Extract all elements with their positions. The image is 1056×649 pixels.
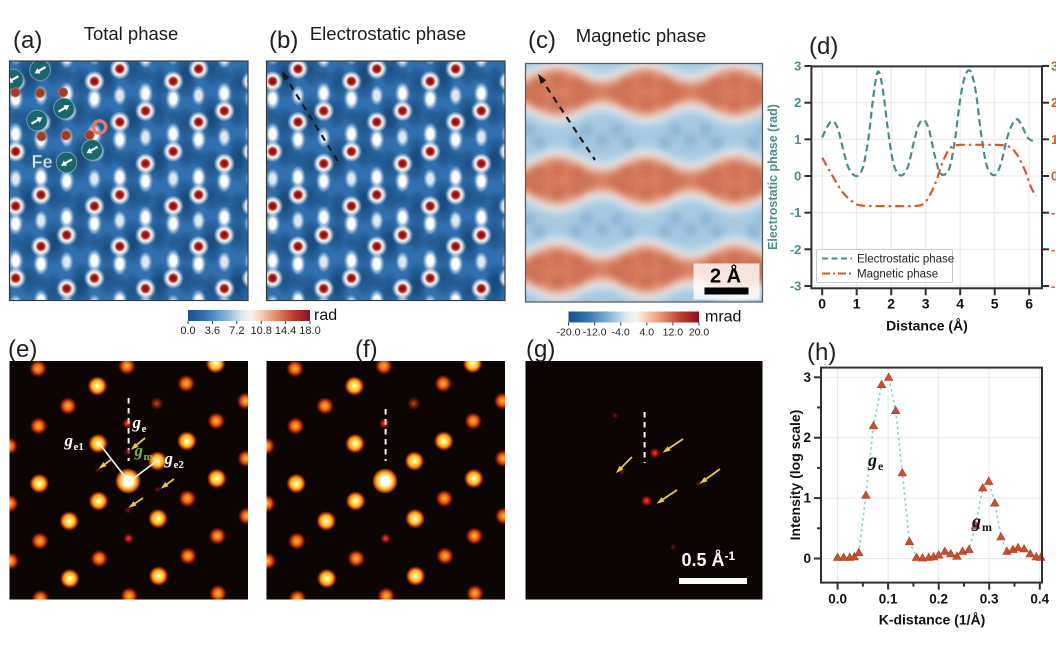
svg-text:3.6: 3.6 (205, 325, 220, 337)
svg-text:-1: -1 (1051, 205, 1056, 220)
svg-text:g: g (867, 450, 877, 470)
svg-text:-1: -1 (790, 205, 802, 220)
svg-text:m: m (982, 520, 992, 534)
svg-text:0.0: 0.0 (180, 325, 195, 337)
svg-text:0.5 Å-1: 0.5 Å-1 (682, 549, 736, 570)
svg-text:-12.0: -12.0 (583, 327, 607, 339)
svg-text:Electrostatic phase: Electrostatic phase (310, 23, 466, 44)
svg-text:3: 3 (922, 295, 930, 311)
svg-text:12.0: 12.0 (663, 327, 684, 339)
svg-text:K-distance (1/Å): K-distance (1/Å) (879, 612, 986, 628)
svg-text:18.0: 18.0 (299, 325, 320, 337)
svg-text:g: g (971, 511, 981, 531)
svg-text:7.2: 7.2 (229, 325, 244, 337)
svg-text:g: g (134, 441, 144, 460)
svg-text:0.1: 0.1 (879, 592, 898, 607)
svg-text:Electrostatic phase: Electrostatic phase (857, 254, 954, 266)
svg-text:rad: rad (314, 307, 337, 324)
svg-text:6: 6 (1025, 295, 1033, 311)
svg-text:(h): (h) (807, 339, 836, 366)
svg-text:e: e (878, 459, 884, 473)
svg-text:1: 1 (1051, 132, 1056, 147)
svg-text:Magnetic phase: Magnetic phase (576, 25, 707, 46)
svg-text:-2: -2 (1051, 242, 1056, 257)
svg-text:-20.0: -20.0 (557, 327, 581, 339)
svg-text:0.2: 0.2 (929, 592, 948, 607)
svg-text:Distance (Å): Distance (Å) (886, 317, 968, 333)
svg-text:Total phase: Total phase (84, 23, 179, 44)
svg-text:14.4: 14.4 (275, 325, 296, 337)
svg-text:e2: e2 (174, 459, 185, 471)
svg-text:0: 0 (818, 295, 826, 311)
svg-text:Magnetic phase: Magnetic phase (857, 269, 938, 281)
svg-text:(g): (g) (526, 336, 555, 363)
svg-text:(b): (b) (269, 27, 298, 54)
svg-text:-4.0: -4.0 (612, 327, 630, 339)
svg-text:(a): (a) (13, 27, 42, 54)
svg-text:e1: e1 (74, 441, 84, 453)
svg-text:20.0: 20.0 (689, 327, 710, 339)
svg-text:5: 5 (991, 295, 999, 311)
svg-text:g: g (132, 413, 142, 432)
svg-text:-3: -3 (790, 279, 802, 294)
svg-text:0.3: 0.3 (980, 592, 999, 607)
svg-text:g: g (64, 431, 74, 450)
svg-text:2 Å: 2 Å (710, 264, 741, 288)
svg-text:m: m (144, 451, 153, 463)
svg-text:g: g (164, 449, 174, 468)
svg-text:0.4: 0.4 (1030, 592, 1049, 607)
svg-text:0.0: 0.0 (828, 592, 847, 607)
svg-text:1: 1 (794, 132, 801, 147)
svg-text:(c): (c) (528, 27, 556, 54)
svg-text:-3: -3 (1051, 279, 1056, 294)
svg-text:2: 2 (887, 295, 895, 311)
svg-text:mrad: mrad (705, 309, 741, 326)
svg-text:Intensity (log scale): Intensity (log scale) (787, 410, 803, 541)
svg-text:e: e (142, 423, 147, 435)
svg-text:Electrostatic phase (rad): Electrostatic phase (rad) (766, 104, 780, 250)
svg-text:(f): (f) (355, 336, 378, 363)
svg-text:3: 3 (794, 59, 801, 74)
svg-text:2: 2 (803, 430, 811, 445)
svg-text:1: 1 (853, 295, 861, 311)
svg-text:(e): (e) (8, 336, 37, 363)
svg-text:(d): (d) (809, 33, 838, 60)
svg-text:2: 2 (794, 95, 801, 110)
svg-text:0: 0 (1051, 169, 1056, 184)
svg-text:4: 4 (956, 295, 964, 311)
svg-text:2: 2 (1051, 95, 1056, 110)
svg-text:3: 3 (803, 370, 811, 385)
svg-text:3: 3 (1051, 59, 1056, 74)
svg-text:1: 1 (803, 491, 811, 506)
svg-text:0: 0 (803, 551, 811, 566)
svg-text:Fe: Fe (32, 152, 53, 172)
svg-text:10.8: 10.8 (250, 325, 271, 337)
svg-text:-2: -2 (790, 242, 802, 257)
svg-text:4.0: 4.0 (639, 327, 654, 339)
svg-text:0: 0 (794, 169, 801, 184)
